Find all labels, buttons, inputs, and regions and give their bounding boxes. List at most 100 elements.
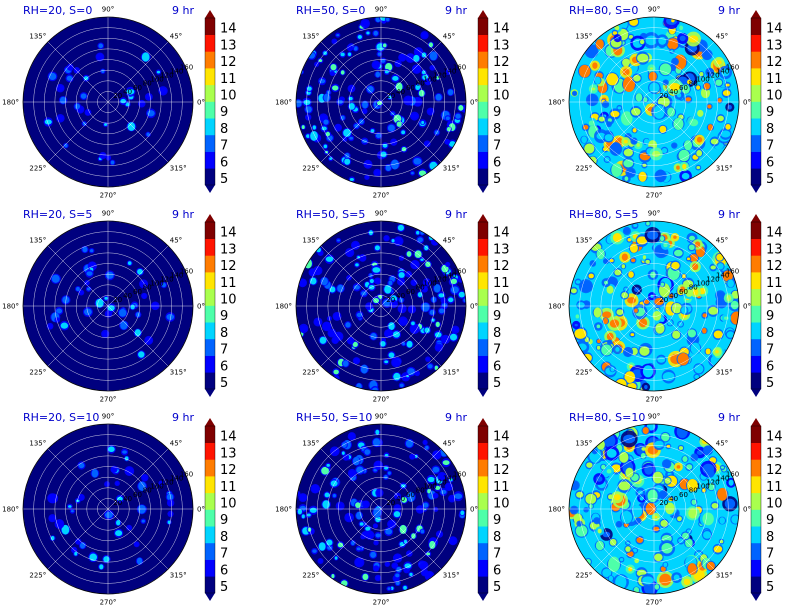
field-cell [639, 346, 650, 356]
field-cell [352, 341, 358, 347]
field-cell [702, 313, 708, 318]
field-cell [627, 238, 632, 242]
angular-gridline [380, 508, 442, 570]
panel-title: RH=80, S=5 [569, 208, 638, 221]
colorbar-segment [205, 476, 215, 494]
field-cell [314, 319, 322, 325]
field-cell [392, 76, 399, 81]
field-cell [361, 20, 369, 27]
polar-frame [22, 220, 194, 392]
radial-tick-label: 40 [396, 495, 405, 503]
field-cell [433, 284, 441, 293]
field-cell [624, 347, 633, 357]
field-cell [98, 43, 104, 49]
field-cell [717, 487, 728, 501]
polar-frame [22, 423, 194, 595]
angular-gridline [320, 448, 382, 510]
field-cell [592, 62, 598, 69]
field-cell [167, 499, 174, 507]
field-cell [717, 98, 722, 103]
field-cell [677, 352, 689, 366]
field-cell [692, 288, 699, 296]
field-cell [661, 542, 673, 554]
radial-tick-label: 140 [716, 272, 729, 280]
field-cell [691, 499, 697, 505]
colorbar-tick-label: 10 [766, 497, 783, 512]
field-cell [322, 500, 330, 509]
radial-tick-label: 160 [726, 63, 739, 71]
angle-tick-label: 135° [302, 33, 319, 41]
field-cell [681, 306, 688, 314]
field-cell [387, 124, 395, 132]
colorbar-segment [205, 84, 215, 102]
angular-gridline [653, 448, 715, 510]
field-cell [391, 238, 395, 243]
field-cell [458, 291, 465, 298]
field-cell [616, 521, 622, 527]
colorbar-tick-label: 9 [493, 105, 501, 120]
field-cell [357, 35, 362, 40]
colorbar-segment [751, 51, 761, 69]
colorbar-tick-label: 14 [493, 430, 510, 445]
field-cell [619, 557, 624, 562]
field-cell [385, 329, 393, 338]
field-cell [49, 495, 58, 502]
field-cell [575, 314, 580, 319]
panel-title: RH=20, S=0 [23, 4, 92, 17]
field-cell [628, 271, 634, 278]
field-cell [394, 237, 403, 245]
field-cell [85, 109, 91, 116]
colorbar-segment [751, 322, 761, 340]
field-cell [82, 246, 88, 253]
field-cell [625, 467, 634, 478]
field-cell [146, 94, 152, 100]
field-cell [726, 331, 734, 338]
field-cell [691, 454, 698, 461]
colorbar-tick-label: 6 [766, 359, 774, 374]
field-cell [460, 510, 465, 516]
field-cell [634, 287, 640, 293]
colorbar-segment [751, 151, 761, 169]
radial-tick-label: 140 [443, 68, 456, 76]
colorbar-tick-label: 11 [493, 276, 510, 291]
field-cell [322, 322, 331, 331]
field-cell [349, 178, 354, 182]
angle-tick-label: 90° [102, 413, 114, 421]
polar-panel: RH=80, S=10 9 hr 0° 45° 90° 135° 180° 225° 270° 3… [548, 411, 751, 607]
field-cell [79, 542, 86, 549]
field-cell [427, 364, 433, 369]
field-cell [329, 157, 333, 160]
colorbar-segment [751, 426, 761, 443]
field-cell [722, 270, 733, 282]
field-cell [406, 251, 412, 257]
field-cell [678, 446, 684, 450]
field-cell [642, 576, 654, 585]
field-cell [356, 383, 362, 391]
field-cell [359, 522, 364, 526]
field-cell [125, 467, 134, 475]
colorbar-segment [205, 255, 215, 273]
field-cell [382, 43, 387, 48]
angle-tick-label: 0° [470, 99, 478, 107]
colorbar-segment [478, 68, 488, 86]
field-cell [662, 372, 675, 382]
field-cell [434, 332, 442, 338]
field-cell [83, 76, 89, 81]
field-cell [601, 344, 613, 356]
field-cell [330, 63, 337, 71]
field-cell [362, 573, 369, 581]
field-cell [403, 539, 408, 544]
colorbar-segment [205, 322, 215, 340]
field-cell [643, 299, 650, 305]
field-cell [382, 143, 388, 148]
field-cell [672, 58, 678, 65]
angle-tick-label: 180° [548, 303, 565, 311]
angle-tick-label: 135° [575, 440, 592, 448]
field-cell [641, 447, 647, 451]
field-cell [375, 533, 381, 538]
field-cell [449, 496, 455, 501]
field-cell [610, 142, 622, 156]
field-cell [624, 371, 636, 384]
